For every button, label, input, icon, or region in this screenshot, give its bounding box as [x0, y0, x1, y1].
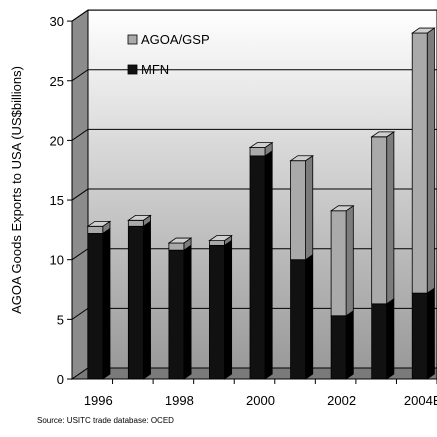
x-tick-label: 1996 [84, 393, 113, 408]
bar-top-agoa-gsp [410, 27, 436, 34]
y-tick-label: 0 [57, 372, 64, 387]
bar-side-agoa-gsp [345, 205, 354, 317]
gridline [71, 9, 437, 22]
gridline [71, 128, 437, 141]
bar-side-agoa-gsp [426, 27, 435, 294]
bar-side-mfn [224, 239, 233, 380]
bar-mfn [249, 155, 266, 380]
bar-side-mfn [386, 298, 395, 380]
bar-side-mfn [345, 310, 354, 380]
x-tick-label: 2002 [327, 393, 356, 408]
bar-top-agoa-gsp [208, 235, 233, 242]
bar-agoa-gsp [290, 160, 306, 261]
bar-mfn [290, 259, 306, 380]
bar-mfn [127, 225, 144, 380]
bar-agoa-gsp [127, 219, 144, 227]
y-tick-label: 5 [57, 312, 64, 327]
bar-side-mfn [426, 287, 435, 380]
legend-label: MFN [141, 62, 169, 77]
bar-agoa-gsp [209, 240, 225, 246]
bar-mfn [371, 303, 388, 380]
x-tick-label: 1998 [165, 393, 194, 408]
bar-mfn [411, 292, 428, 380]
y-tick-label: 10 [50, 253, 64, 268]
legend: AGOA/GSP MFN [127, 32, 210, 77]
bar-side-mfn [305, 253, 314, 380]
bar-top-agoa-gsp [248, 142, 274, 148]
bar-agoa-gsp [87, 225, 104, 234]
bar-side-mfn [183, 244, 192, 380]
axes: 0 5 10 15 20 25 30 1996 1998 2000 2002 2004E [50, 14, 437, 408]
bar-side-mfn [102, 227, 111, 380]
source-note: Source: USITC trade database: OCED [37, 416, 174, 425]
legend-swatch [127, 64, 138, 75]
bar-side-agoa-gsp [305, 154, 314, 261]
y-axis-label: AGOA Goods Exports to USA (US$billions) [9, 66, 24, 314]
y-tick-label: 25 [50, 74, 64, 89]
bar-mfn [87, 233, 104, 380]
bar-mfn [330, 315, 347, 380]
bar-top-agoa-gsp [86, 220, 112, 227]
bar-top-agoa-gsp [370, 131, 396, 138]
bar-agoa-gsp [371, 136, 388, 305]
bar-mfn [168, 249, 185, 380]
x-tick-label: 2004E [404, 393, 437, 408]
legend-swatch [127, 34, 138, 45]
bar-agoa-gsp [249, 147, 266, 157]
bars [86, 27, 436, 380]
bar-side-mfn [142, 220, 151, 380]
bar-mfn [209, 244, 225, 380]
bar-agoa-gsp [330, 210, 347, 317]
bar-top-agoa-gsp [329, 205, 355, 212]
bar-agoa-gsp [411, 32, 428, 294]
legend-label: AGOA/GSP [141, 32, 210, 47]
y-tick-label: 30 [50, 14, 64, 29]
bar-agoa-gsp [168, 242, 185, 251]
y-tick-label: 15 [50, 193, 64, 208]
bar-side-mfn [264, 150, 273, 380]
bar-top-agoa-gsp [289, 155, 315, 162]
gridline [71, 69, 437, 82]
gridline [71, 188, 437, 201]
y-tick-label: 20 [50, 133, 64, 148]
gridlines [71, 9, 437, 320]
bar-top-agoa-gsp [167, 237, 193, 244]
x-tick-label: 2000 [246, 393, 275, 408]
bar-top-agoa-gsp [127, 214, 152, 221]
bar-side-agoa-gsp [386, 131, 395, 305]
